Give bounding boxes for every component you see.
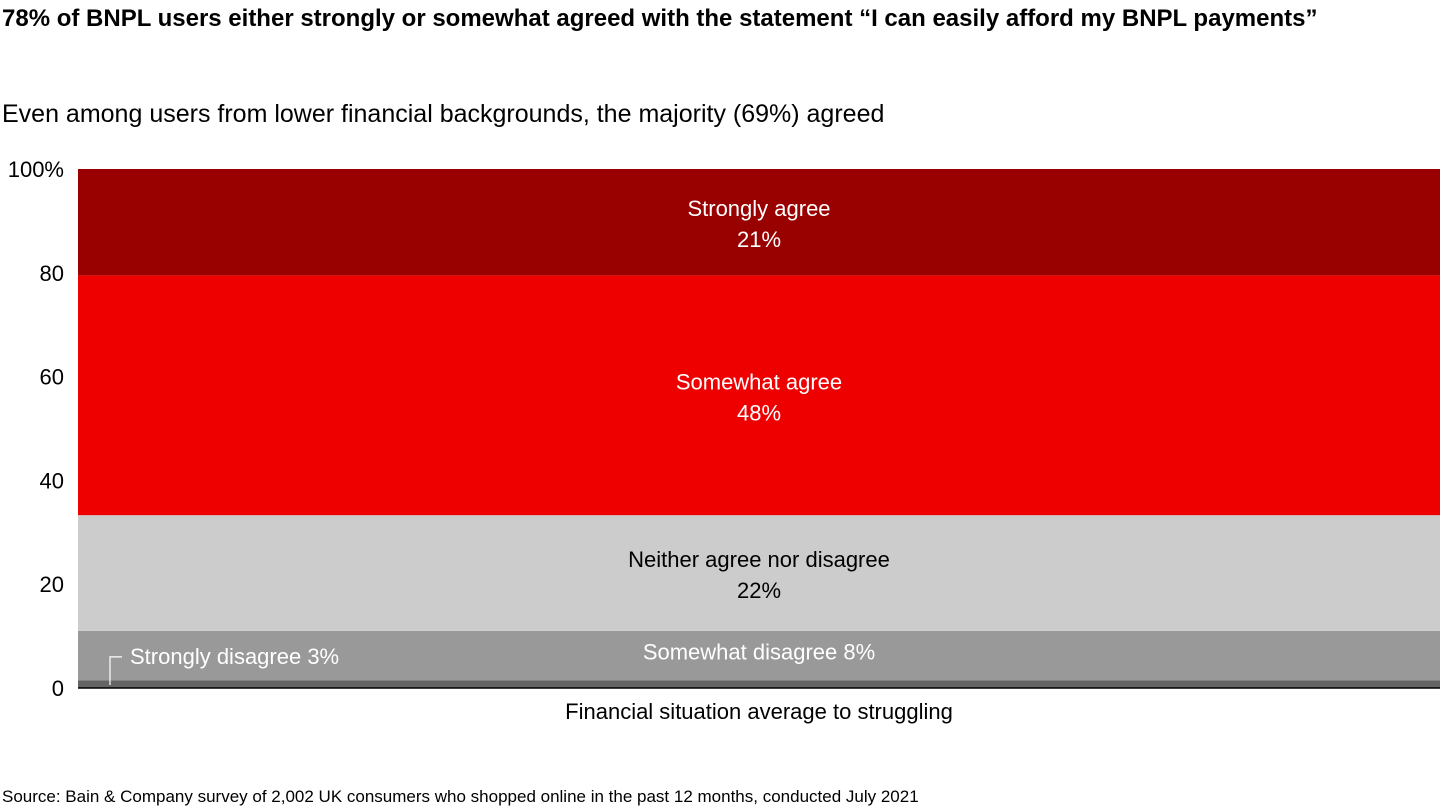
segment-value-label: 21% — [737, 227, 781, 252]
segment-value-label: 48% — [737, 400, 781, 425]
bar-stack — [78, 169, 1440, 688]
bar-segment — [78, 515, 1440, 631]
segment-label: Strongly agree — [687, 196, 830, 221]
y-tick-label: 40 — [40, 468, 64, 493]
segment-label: Neither agree nor disagree — [628, 547, 890, 572]
chart-subtitle: Even among users from lower financial ba… — [2, 100, 885, 128]
source-note: Source: Bain & Company survey of 2,002 U… — [2, 787, 919, 806]
bar-segment — [78, 275, 1440, 516]
y-tick-label: 100% — [8, 157, 64, 182]
chart-title: 78% of BNPL users either strongly or som… — [2, 5, 1318, 32]
y-tick-label: 80 — [40, 261, 64, 286]
callout-leader-line — [109, 656, 122, 685]
segment-value-label: 22% — [737, 578, 781, 603]
y-tick-label: 0 — [52, 676, 64, 701]
bar-segment — [78, 630, 1440, 681]
y-tick-label: 20 — [40, 572, 64, 597]
bar-segment — [78, 680, 1440, 688]
x-category-label: Financial situation average to strugglin… — [565, 699, 953, 724]
segment-labels: Strongly disagree 3% Somewhat disagree 8%… — [109, 196, 890, 685]
y-tick-label: 60 — [40, 365, 64, 390]
y-axis: 0 20 40 60 80 100% — [8, 157, 64, 701]
segment-label: Somewhat disagree 8% — [643, 640, 875, 665]
bar-segment — [78, 169, 1440, 276]
segment-label: Strongly disagree 3% — [130, 644, 339, 669]
segment-label: Somewhat agree — [676, 369, 842, 394]
